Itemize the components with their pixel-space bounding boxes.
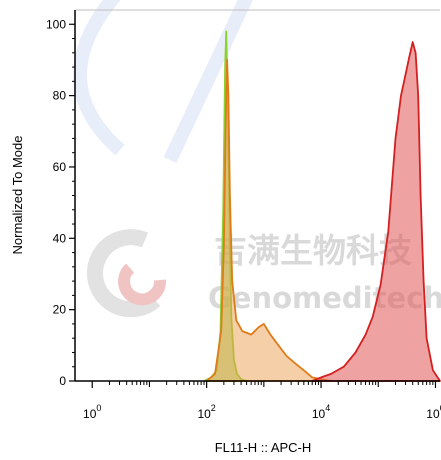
- background-arcs: [73, 0, 254, 163]
- y-tick-label: 40: [53, 231, 67, 245]
- x-tick-label: 106: [426, 403, 441, 421]
- company-logo-watermark: [87, 229, 167, 318]
- y-tick-label: 0: [59, 374, 66, 388]
- histogram-series-3: [311, 41, 441, 382]
- ticks: 0 20 40 60 80 100 100 102 104 106: [46, 17, 441, 421]
- watermark-cn-text: 吉满生物科技: [214, 231, 412, 270]
- y-tick-label: 20: [53, 303, 67, 317]
- y-tick-label: 100: [46, 17, 66, 31]
- x-axis-title: FL11-H :: APC-H: [215, 440, 312, 455]
- series-layer: [203, 30, 441, 382]
- x-tick-label: 104: [312, 403, 330, 421]
- x-tick-label: 100: [83, 403, 101, 421]
- y-tick-label: 80: [53, 89, 67, 103]
- y-axis-title: Normalized To Mode: [10, 136, 25, 255]
- histogram-series-2: [205, 59, 332, 382]
- y-tick-label: 60: [53, 160, 67, 174]
- x-tick-label: 102: [197, 403, 215, 421]
